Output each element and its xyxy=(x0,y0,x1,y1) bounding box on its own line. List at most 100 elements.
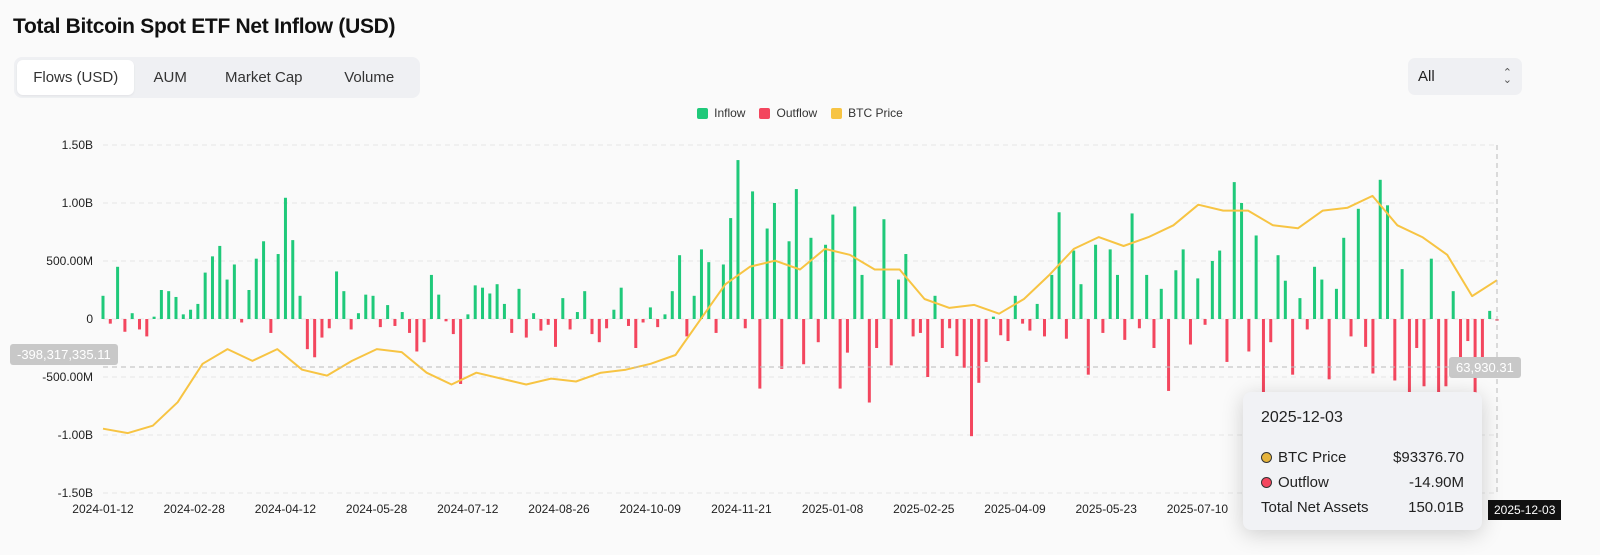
inflow-bar xyxy=(561,298,565,319)
tab-market-cap[interactable]: Market Cap xyxy=(224,69,303,86)
outflow-bar xyxy=(590,319,594,335)
inflow-bar xyxy=(1254,235,1258,319)
inflow-bar xyxy=(751,191,755,319)
outflow-bar xyxy=(459,319,463,384)
outflow-bar xyxy=(1466,319,1470,342)
inflow-bar xyxy=(371,295,375,319)
outflow-bar xyxy=(780,319,784,369)
inflow-bar xyxy=(254,258,258,319)
range-select-value: All xyxy=(1418,68,1435,85)
crosshair-y-label-left: -398,317,335.11 xyxy=(10,344,118,365)
outflow-bar xyxy=(1327,319,1331,380)
outflow-bar xyxy=(955,319,959,357)
crosshair-x-label: 2025-12-03 xyxy=(1488,500,1562,520)
outflow-bar xyxy=(1480,319,1484,361)
inflow-bar xyxy=(853,206,857,319)
inflow-bar xyxy=(437,294,441,319)
inflow-bar xyxy=(663,314,667,319)
y-tick-label: -500.00M xyxy=(42,370,93,384)
inflow-bar xyxy=(1488,310,1492,319)
outflow-bar xyxy=(1247,319,1251,352)
inflow-bar xyxy=(670,291,674,319)
inflow-bar xyxy=(612,309,616,319)
outflow-bar xyxy=(1064,319,1068,339)
tab-aum[interactable]: AUM xyxy=(153,69,187,86)
inflow-bar xyxy=(181,314,185,319)
outflow-bar xyxy=(926,319,930,377)
btc-price-swatch-icon xyxy=(831,107,843,119)
inflow-bar xyxy=(116,266,120,319)
outflow-bar xyxy=(1393,319,1397,381)
inflow-bar xyxy=(1115,274,1119,319)
outflow-bar xyxy=(1028,319,1032,331)
outflow-bar xyxy=(1305,319,1309,330)
outflow-bar xyxy=(415,319,419,352)
tab-flows[interactable]: Flows (USD) xyxy=(17,60,135,95)
x-tick-label: 2024-11-21 xyxy=(711,502,772,516)
inflow-bar xyxy=(721,264,725,319)
inflow-bar xyxy=(1342,237,1346,319)
outflow-bar xyxy=(802,319,806,365)
outflow-swatch-icon xyxy=(759,107,771,119)
outflow-bar xyxy=(1188,319,1192,345)
inflow-bar xyxy=(1378,179,1382,319)
legend-inflow[interactable]: Inflow xyxy=(697,106,745,120)
outflow-bar xyxy=(568,319,572,330)
legend-btc-price[interactable]: BTC Price xyxy=(831,106,903,120)
outflow-bar xyxy=(1422,319,1426,387)
x-tick-label: 2025-07-10 xyxy=(1167,502,1229,516)
inflow-bar xyxy=(736,160,740,319)
tab-volume[interactable]: Volume xyxy=(344,69,395,86)
inflow-bar xyxy=(1451,291,1455,319)
inflow-bar xyxy=(167,291,171,319)
inflow-bar xyxy=(1429,258,1433,319)
range-select[interactable]: All ⌃ ⌄ xyxy=(1408,58,1522,95)
inflow-bar xyxy=(203,272,207,319)
outflow-bar xyxy=(867,319,871,403)
tooltip-label: Total Net Assets xyxy=(1261,499,1369,516)
legend-label: Outflow xyxy=(776,106,818,120)
inflow-bar xyxy=(159,290,163,319)
x-tick-label: 2025-05-23 xyxy=(1076,502,1138,516)
inflow-bar xyxy=(335,271,339,319)
btc-price-dot-icon xyxy=(1261,452,1272,463)
x-tick-label: 2024-05-28 xyxy=(346,502,408,516)
inflow-bar xyxy=(1072,250,1076,319)
outflow-bar xyxy=(313,319,317,358)
inflow-bar xyxy=(699,249,703,319)
x-tick-label: 2025-02-25 xyxy=(893,502,955,516)
inflow-bar xyxy=(517,288,521,319)
outflow-bar xyxy=(444,319,448,322)
y-tick-label: 1.50B xyxy=(62,138,93,152)
inflow-bar xyxy=(283,197,287,319)
inflow-bar xyxy=(1386,205,1390,319)
x-tick-label: 2024-07-12 xyxy=(437,502,499,516)
outflow-bar xyxy=(1269,319,1273,343)
inflow-bar xyxy=(831,214,835,319)
y-tick-label: 1.00B xyxy=(62,196,93,210)
outflow-bar xyxy=(940,319,944,348)
legend-label: BTC Price xyxy=(848,106,903,120)
x-tick-label: 2024-01-12 xyxy=(72,502,134,516)
outflow-bar xyxy=(743,319,747,329)
outflow-bar xyxy=(137,319,141,330)
inflow-bar xyxy=(218,245,222,319)
outflow-bar xyxy=(641,319,645,323)
inflow-bar xyxy=(466,314,470,319)
outflow-bar xyxy=(554,319,558,347)
inflow-bar xyxy=(196,303,200,319)
inflow-bar xyxy=(787,241,791,319)
inflow-bar xyxy=(262,241,266,319)
inflow-bar xyxy=(1174,270,1178,319)
outflow-bar xyxy=(378,319,382,328)
tooltip-label: Outflow xyxy=(1278,474,1329,491)
outflow-bar xyxy=(123,319,127,332)
outflow-bar xyxy=(911,319,915,337)
outflow-bar xyxy=(320,319,324,338)
outflow-bar xyxy=(1261,319,1265,413)
outflow-bar xyxy=(1364,319,1368,347)
legend-outflow[interactable]: Outflow xyxy=(759,106,817,120)
outflow-bar xyxy=(816,319,820,343)
outflow-bar xyxy=(634,319,638,348)
outflow-bar xyxy=(605,319,609,329)
